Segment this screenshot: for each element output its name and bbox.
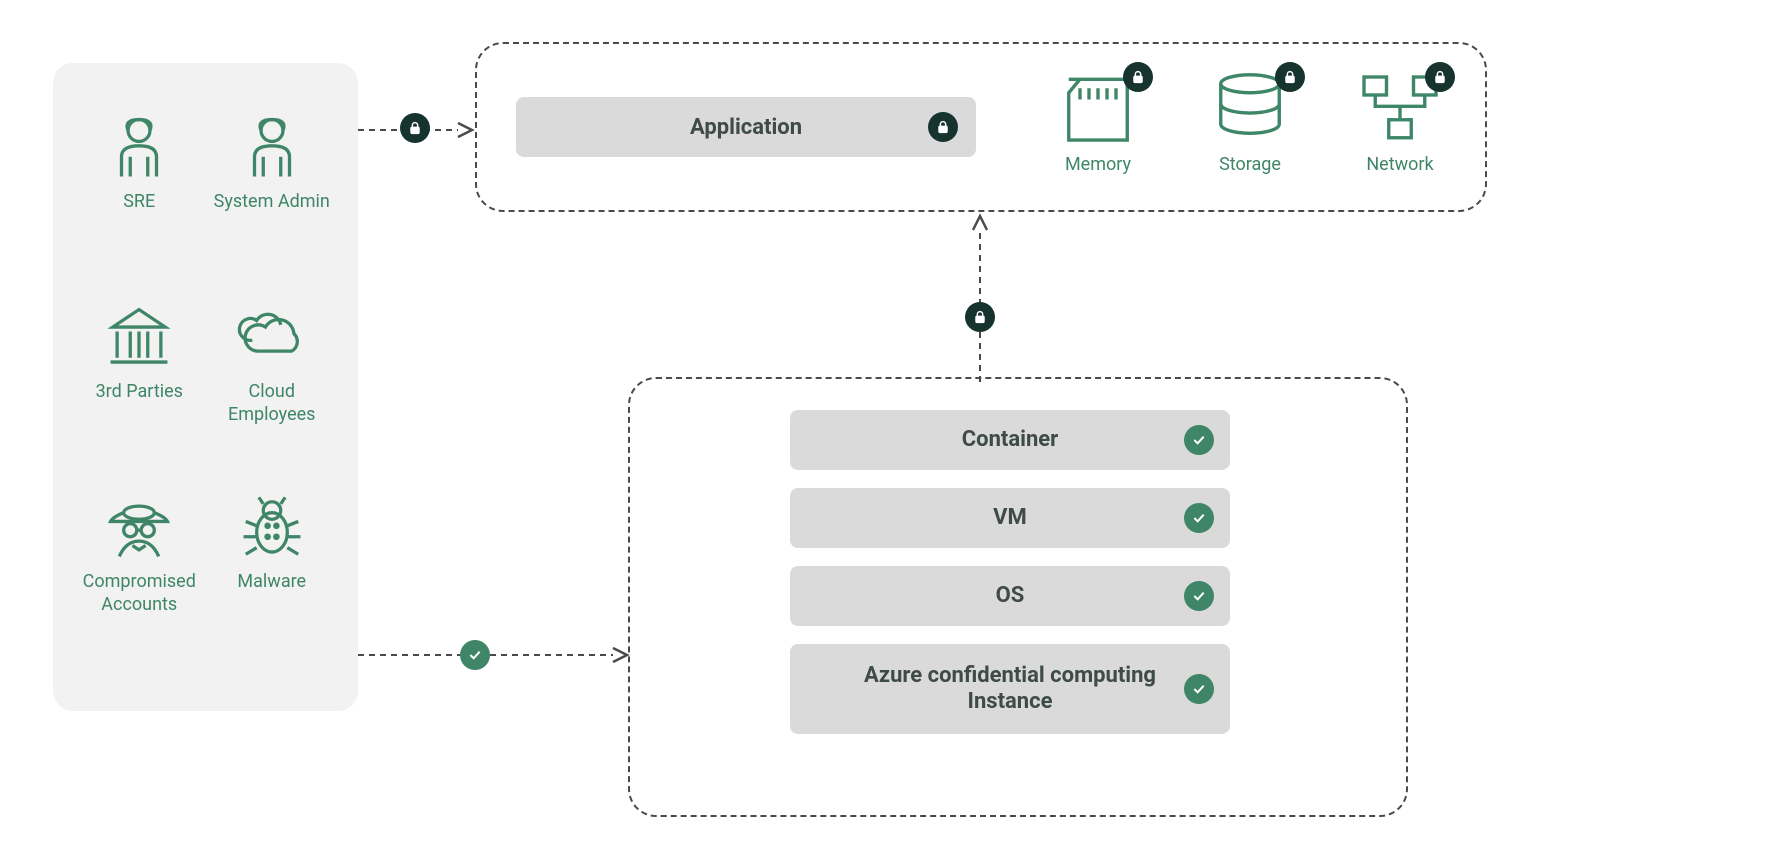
storage-icon — [1205, 68, 1295, 148]
check-icon — [1184, 674, 1214, 704]
check-badge — [1184, 581, 1214, 611]
check-badge — [1184, 425, 1214, 455]
lock-badge — [400, 113, 430, 143]
bug-icon — [237, 493, 307, 563]
resource-storage: Storage — [1180, 68, 1320, 175]
spy-icon — [104, 493, 174, 563]
check-icon — [460, 640, 490, 670]
lock-icon — [1425, 62, 1455, 92]
lock-badge — [1275, 62, 1305, 92]
stack-label: OS — [936, 583, 1085, 609]
network-icon — [1355, 68, 1445, 148]
application-label: Application — [690, 115, 802, 140]
lock-icon — [400, 113, 430, 143]
threat-3rdparties: 3rd Parties — [74, 303, 204, 483]
lock-icon — [965, 302, 995, 332]
lock-icon — [1275, 62, 1305, 92]
lock-icon — [928, 112, 958, 142]
check-icon — [1184, 425, 1214, 455]
lock-badge — [965, 302, 995, 332]
check-icon — [1184, 581, 1214, 611]
threat-malware: Malware — [207, 493, 337, 673]
resource-network: Network — [1330, 68, 1470, 175]
threat-compromised: Compromised Accounts — [74, 493, 204, 673]
stack-azure-instance: Azure confidential computing Instance — [790, 644, 1230, 734]
resource-memory: Memory — [1028, 68, 1168, 175]
check-badge — [460, 640, 490, 670]
threat-label: Compromised Accounts — [74, 571, 204, 616]
lock-badge — [1123, 62, 1153, 92]
stack-label: Container — [902, 427, 1118, 453]
threat-label: System Admin — [207, 191, 337, 214]
lock-badge — [928, 112, 958, 142]
check-badge — [1184, 674, 1214, 704]
lock-icon — [1123, 62, 1153, 92]
threat-label: Malware — [207, 571, 337, 594]
person-icon — [237, 113, 307, 183]
threat-label: SRE — [74, 191, 204, 214]
lock-badge — [1425, 62, 1455, 92]
infrastructure-stack: Container VM OS Azure c — [790, 410, 1230, 752]
threat-cloudemp: Cloud Employees — [207, 303, 337, 483]
resource-label: Memory — [1028, 154, 1168, 175]
arrow-threats-to-stack — [358, 640, 633, 670]
stack-os: OS — [790, 566, 1230, 626]
stack-vm: VM — [790, 488, 1230, 548]
resource-label: Storage — [1180, 154, 1320, 175]
institution-icon — [104, 303, 174, 373]
resource-label: Network — [1330, 154, 1470, 175]
memory-icon — [1053, 68, 1143, 148]
threat-label: 3rd Parties — [74, 381, 204, 404]
application-pill: Application — [516, 97, 976, 157]
stack-label: VM — [933, 505, 1087, 531]
stack-label: Azure confidential computing Instance — [790, 663, 1230, 716]
threat-sre: SRE — [74, 113, 204, 293]
stack-container: Container — [790, 410, 1230, 470]
person-icon — [104, 113, 174, 183]
threat-sysadmin: System Admin — [207, 113, 337, 293]
threat-label: Cloud Employees — [207, 381, 337, 426]
check-badge — [1184, 503, 1214, 533]
arrow-stack-to-app — [965, 212, 995, 382]
check-icon — [1184, 503, 1214, 533]
cloud-icon — [237, 303, 307, 373]
threats-panel: SRE System Admin 3rd Partie — [53, 63, 358, 711]
